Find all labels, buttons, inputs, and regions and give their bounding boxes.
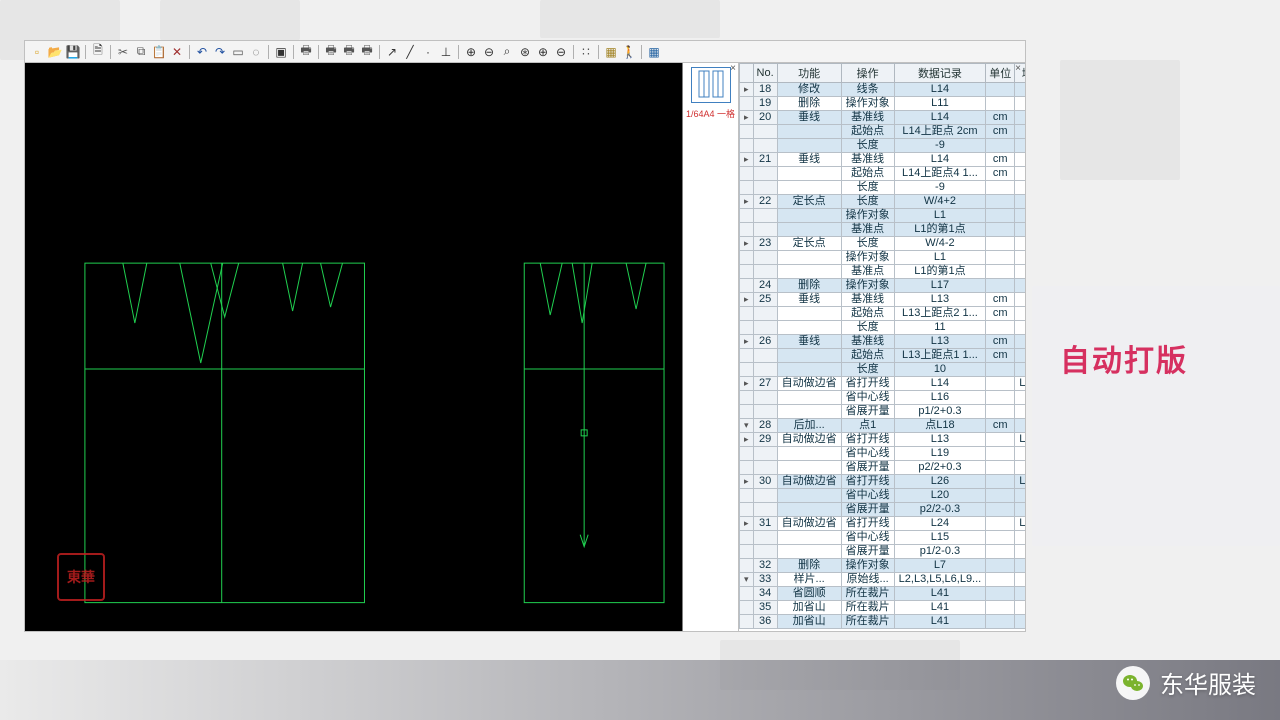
line-icon[interactable]: ╱ <box>402 44 418 60</box>
table-row[interactable]: 32删除操作对象L7 <box>740 559 1026 573</box>
new-icon[interactable]: ▫ <box>29 44 45 60</box>
table-row[interactable]: 省展开量p1/2-0.3 <box>740 545 1026 559</box>
table-row[interactable]: ▸25垂线基准线L13cmL19 <box>740 293 1026 307</box>
open-icon[interactable]: 📂 <box>47 44 63 60</box>
snap-icon[interactable]: ∷ <box>578 44 594 60</box>
select-icon[interactable]: ▭ <box>230 44 246 60</box>
table-row[interactable]: ▾33样片...原始线...L2,L3,L5,L6,L9...L41 <box>740 573 1026 587</box>
table-row[interactable]: 操作对象L1 <box>740 209 1026 223</box>
table-row[interactable]: ▸29自动做边省省打开线L13L26,L27... <box>740 433 1026 447</box>
table-row[interactable]: 起始点L14上距点 2cmcm <box>740 125 1026 139</box>
undo-icon[interactable]: ↶ <box>194 44 210 60</box>
seal-stamp: 東華 <box>57 553 105 601</box>
zoom-sel-icon[interactable]: ⊕ <box>535 44 551 60</box>
table-row[interactable]: 长度10 <box>740 363 1026 377</box>
table-row[interactable]: 省中心线L15 <box>740 531 1026 545</box>
wechat-icon <box>1116 666 1150 700</box>
save-icon[interactable]: 💾 <box>65 44 81 60</box>
table-row[interactable]: 起始点L14上距点4 1...cm <box>740 167 1026 181</box>
table-row[interactable]: 操作对象L1 <box>740 251 1026 265</box>
printer3-icon[interactable]: 🖶 <box>359 44 375 60</box>
footer-gradient <box>0 660 1280 720</box>
arrow-icon[interactable]: ↗ <box>384 44 400 60</box>
table-row[interactable]: 省展开量p2/2-0.3 <box>740 503 1026 517</box>
table-row[interactable]: 起始点L13上距点1 1...cm <box>740 349 1026 363</box>
copy-icon[interactable]: ⧉ <box>133 44 149 60</box>
frame-icon[interactable]: ▣ <box>273 44 289 60</box>
drawing-canvas[interactable]: 東華 <box>25 63 683 631</box>
footer-text: 东华服装 <box>1160 665 1256 700</box>
thumbnail-label: 1/64A4 一格 <box>686 107 735 120</box>
table-row[interactable]: 长度11 <box>740 321 1026 335</box>
close-icon[interactable]: × <box>1015 63 1021 74</box>
zoom-all-icon[interactable]: ⊛ <box>517 44 533 60</box>
zoom-in-icon[interactable]: ⊕ <box>463 44 479 60</box>
table-row[interactable]: 长度-9 <box>740 181 1026 195</box>
table-row[interactable]: ▸21垂线基准线L14cmL16 <box>740 153 1026 167</box>
tool1-icon[interactable]: ▦ <box>603 44 619 60</box>
table-row[interactable]: ▸20垂线基准线L14cmL15 <box>740 111 1026 125</box>
table-row[interactable]: 基准点L1的第1点 <box>740 223 1026 237</box>
table-row[interactable]: 省展开量p2/2+0.3 <box>740 461 1026 475</box>
walk-icon[interactable]: 🚶 <box>621 44 637 60</box>
table-row[interactable]: ▸26垂线基准线L13cmL20 <box>740 335 1026 349</box>
table-row[interactable]: ▸31自动做边省省打开线L24L36,L37... <box>740 517 1026 531</box>
table-row[interactable]: 长度-9 <box>740 139 1026 153</box>
grid-icon[interactable]: ▦ <box>646 44 662 60</box>
table-row[interactable]: 36加省山所在裁片L41 <box>740 615 1026 629</box>
zoom-fit-icon[interactable]: ⌕ <box>499 44 515 60</box>
table-row[interactable]: 省展开量p1/2+0.3 <box>740 405 1026 419</box>
table-row[interactable]: 19删除操作对象L11 <box>740 97 1026 111</box>
table-row[interactable]: 起始点L13上距点2 1...cm <box>740 307 1026 321</box>
table-row[interactable]: 基准点L1的第1点 <box>740 265 1026 279</box>
point-icon[interactable]: · <box>420 44 436 60</box>
table-row[interactable]: 省中心线L20 <box>740 489 1026 503</box>
table-row[interactable]: ▸22定长点长度W/4+2L17 <box>740 195 1026 209</box>
table-row[interactable]: 省中心线L19 <box>740 447 1026 461</box>
operation-table[interactable]: No.功能操作数据记录单位增删对象▸18修改线条L1419删除操作对象L11▸2… <box>739 63 1025 629</box>
delete-icon[interactable]: ✕ <box>169 44 185 60</box>
zoom-out-icon[interactable]: ⊖ <box>481 44 497 60</box>
table-row[interactable]: ▸30自动做边省省打开线L26L31,L32... <box>740 475 1026 489</box>
thumbnail-panel: × 1/64A4 一格 <box>683 63 739 631</box>
printer2-icon[interactable]: 🖶 <box>341 44 357 60</box>
operation-history-panel: × No.功能操作数据记录单位增删对象▸18修改线条L1419删除操作对象L11… <box>739 63 1025 631</box>
footer-brand: 东华服装 <box>1116 665 1256 700</box>
table-row[interactable]: 35加省山所在裁片L41 <box>740 601 1026 615</box>
zoom-win-icon[interactable]: ⊖ <box>553 44 569 60</box>
perp-icon[interactable]: ⊥ <box>438 44 454 60</box>
lasso-icon[interactable]: ◌ <box>248 44 264 60</box>
print-icon[interactable]: 🖶 <box>298 44 314 60</box>
table-row[interactable]: ▸27自动做边省省打开线L14L21,L22... <box>740 377 1026 391</box>
slide-title: 自动打版 <box>1060 336 1188 380</box>
preview-icon[interactable]: 🗎 <box>90 44 106 60</box>
workspace: 東華 × 1/64A4 一格 × No.功能操作数据记录单位增删对象▸18修改线… <box>25 63 1025 631</box>
table-row[interactable]: 省中心线L16 <box>740 391 1026 405</box>
cut-icon[interactable]: ✂ <box>115 44 131 60</box>
redo-icon[interactable]: ↷ <box>212 44 228 60</box>
table-row[interactable]: ▾28后加...点1点L18cm <box>740 419 1026 433</box>
page-thumbnail[interactable] <box>691 67 731 103</box>
printer1-icon[interactable]: 🖶 <box>323 44 339 60</box>
close-icon[interactable]: × <box>730 63 736 74</box>
table-row[interactable]: 24删除操作对象L17 <box>740 279 1026 293</box>
table-scroll[interactable]: No.功能操作数据记录单位增删对象▸18修改线条L1419删除操作对象L11▸2… <box>739 63 1025 631</box>
main-toolbar: ▫📂💾🗎✂⧉📋✕↶↷▭◌▣🖶🖶🖶🖶↗╱·⊥⊕⊖⌕⊛⊕⊖∷▦🚶▦ <box>25 41 1025 63</box>
cad-app-window: ▫📂💾🗎✂⧉📋✕↶↷▭◌▣🖶🖶🖶🖶↗╱·⊥⊕⊖⌕⊛⊕⊖∷▦🚶▦ 東華 × 1/6… <box>24 40 1026 632</box>
paste-icon[interactable]: 📋 <box>151 44 167 60</box>
table-row[interactable]: 34省圆顺所在裁片L41 <box>740 587 1026 601</box>
table-row[interactable]: ▸18修改线条L14 <box>740 83 1026 97</box>
table-row[interactable]: ▸23定长点长度W/4-2L18 <box>740 237 1026 251</box>
